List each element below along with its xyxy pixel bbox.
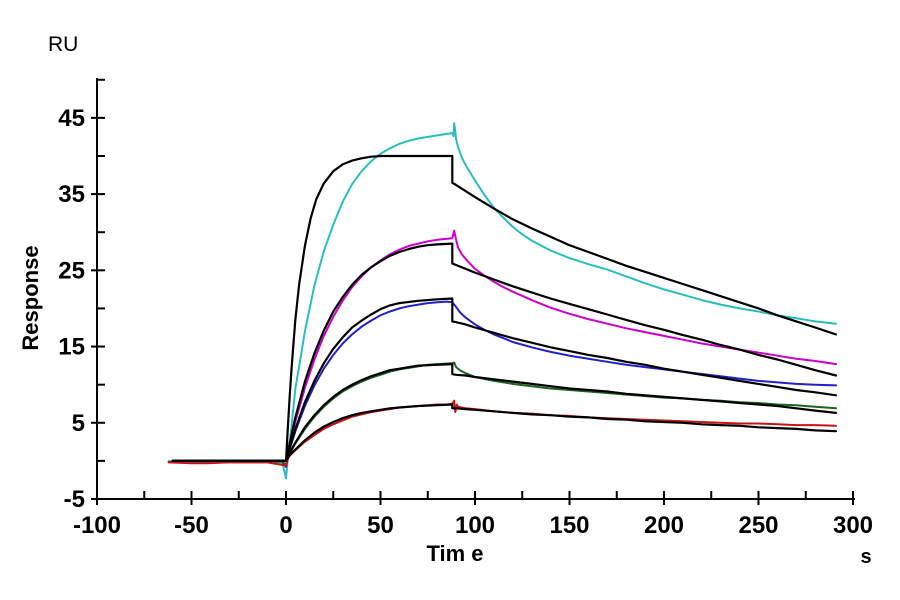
fit-curve-3-polyline bbox=[171, 297, 838, 462]
x-tick-label: 200 bbox=[644, 512, 684, 539]
series-curves bbox=[167, 122, 838, 480]
measured-curve-1-cyan-polyline bbox=[167, 122, 837, 480]
x-tick-label: -100 bbox=[73, 512, 121, 539]
measured-curve-5-red-polyline bbox=[167, 399, 837, 467]
y-axis-title: Response bbox=[18, 245, 43, 350]
y-tick-label: 15 bbox=[58, 334, 85, 361]
measured-curve-2-magenta-polyline bbox=[167, 229, 837, 468]
x-tick-label: 250 bbox=[738, 512, 778, 539]
x-tick-label: 0 bbox=[279, 512, 292, 539]
y-tick-label: 25 bbox=[58, 257, 85, 284]
y-tick-label: 5 bbox=[72, 410, 85, 437]
x-tick-label: -50 bbox=[174, 512, 209, 539]
y-tick-label: 45 bbox=[58, 105, 85, 132]
y-unit-label: RU bbox=[48, 33, 78, 56]
fit-curve-4-polyline bbox=[171, 363, 838, 462]
tick-labels: -100 -50 0 50 100 150 200 250 300 -5 5 15 25 35 45 bbox=[58, 105, 873, 539]
x-tick-label: 300 bbox=[833, 512, 873, 539]
x-axis-title: Tim e bbox=[426, 541, 483, 566]
fit-curve-5-polyline bbox=[171, 403, 838, 462]
x-tick-label: 100 bbox=[455, 512, 495, 539]
axes bbox=[91, 78, 855, 505]
y-tick-label: -5 bbox=[64, 486, 85, 513]
fit-curve-2-polyline bbox=[171, 242, 838, 462]
x-tick-label: 50 bbox=[367, 512, 394, 539]
x-unit-label: s bbox=[860, 546, 871, 568]
y-tick-label: 35 bbox=[58, 181, 85, 208]
x-tick-label: 150 bbox=[549, 512, 589, 539]
measured-curve-3-blue-polyline bbox=[167, 300, 837, 468]
fit-curve-1-polyline bbox=[171, 154, 838, 462]
